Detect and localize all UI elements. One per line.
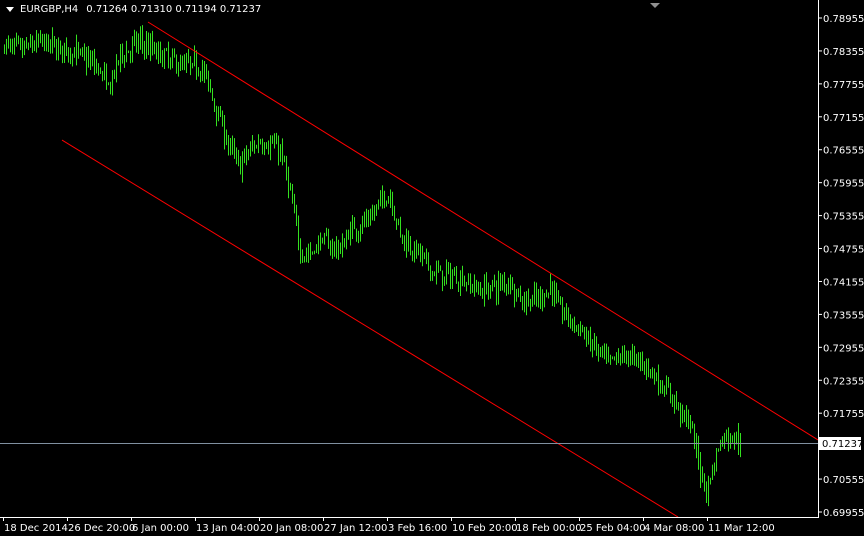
price-tick-label: 0.77155 — [823, 113, 864, 124]
price-tick-label: 0.78955 — [823, 14, 864, 25]
time-tick-label: 6 Jan 00:00 — [132, 523, 189, 534]
time-axis[interactable]: 18 Dec 2014 26 Dec 20:006 Jan 00:00 13 Jan… — [3, 517, 775, 534]
price-tick-label: 0.72955 — [823, 343, 864, 354]
time-tick-label: 18 Dec 2014 — [4, 523, 68, 534]
chart-shift-marker-icon[interactable] — [650, 3, 660, 8]
price-tick-label: 0.76555 — [823, 146, 864, 157]
price-tick-label: 0.73555 — [823, 310, 864, 321]
time-tick-label: 3 Feb 16:00 — [388, 523, 447, 534]
triangle-down-icon[interactable] — [6, 7, 14, 12]
price-tick-label: 0.75355 — [823, 212, 864, 223]
price-axis[interactable]: 0.78955 0.78355 0.77755 0.77155 0.76555 0.759… — [818, 14, 864, 519]
time-tick-label: 27 Jan 12:00 — [324, 523, 387, 534]
time-tick-label: 26 Dec 20:00 — [68, 523, 135, 534]
channel-line[interactable] — [147, 21, 819, 441]
ohlc-bars — [4, 25, 741, 507]
price-tick-label: 0.70555 — [823, 475, 864, 486]
price-tick-label: 0.74155 — [823, 277, 864, 288]
time-tick-label: 10 Feb 20:00 — [452, 523, 518, 534]
channel-line[interactable] — [61, 139, 679, 518]
price-tick-label: 0.78355 — [823, 47, 864, 58]
symbol-label: EURGBP,H4 — [20, 4, 79, 15]
price-tick-label: 0.77755 — [823, 80, 864, 91]
time-tick-label: 25 Feb 04:00 — [580, 523, 646, 534]
price-tick-label: 0.75955 — [823, 179, 864, 190]
price-tick-label: 0.71755 — [823, 409, 864, 420]
price-tick-label: 0.72355 — [823, 376, 864, 387]
time-tick-label: 18 Feb 00:00 — [516, 523, 582, 534]
price-tick-label: 0.69955 — [823, 508, 864, 519]
time-tick-label: 4 Mar 08:00 — [644, 523, 704, 534]
current-price-label: 0.71237 — [819, 437, 863, 450]
time-tick-label: 11 Mar 12:00 — [708, 523, 775, 534]
current-price-text: 0.71237 — [822, 439, 863, 450]
time-tick-label: 13 Jan 04:00 — [196, 523, 259, 534]
ohlc-values: 0.71264 0.71310 0.71194 0.71237 — [86, 4, 262, 15]
trend-channel[interactable] — [61, 21, 819, 518]
price-tick-label: 0.74755 — [823, 245, 864, 256]
time-tick-label: 20 Jan 08:00 — [260, 523, 323, 534]
chart-title: EURGBP,H4 0.71264 0.71310 0.71194 0.7123… — [6, 4, 261, 15]
